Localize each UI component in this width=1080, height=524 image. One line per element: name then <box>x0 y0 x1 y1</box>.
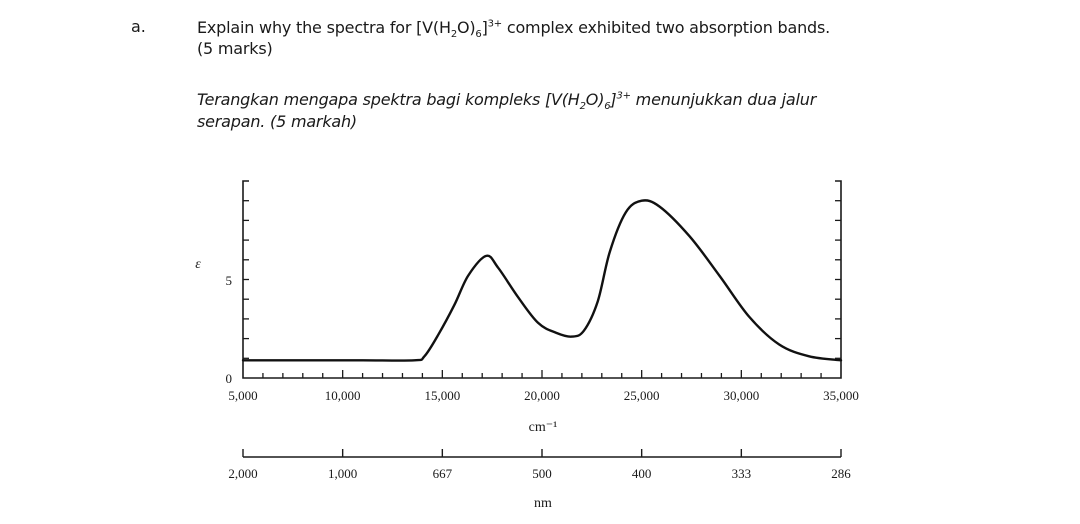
subscript: 6 <box>604 101 611 113</box>
spectrum-curve <box>241 199 843 362</box>
x-tick-label: 15,000 <box>424 388 460 403</box>
nm-tick-label: 1,000 <box>328 466 357 481</box>
subscript: 2 <box>450 29 457 41</box>
question-text-malay: Terangkan mengapa spektra bagi kompleks … <box>197 89 955 133</box>
x-tick-label: 5,000 <box>228 388 257 403</box>
nm-tick-label: 333 <box>732 466 752 481</box>
marks-malay: serapan. (5 markah) <box>197 112 357 131</box>
formula-part: O) <box>456 18 476 37</box>
y-tick-5: 5 <box>226 273 233 288</box>
formula-part: O) <box>585 90 605 109</box>
question-text-english: Explain why the spectra for [V(H2O)6]3+ … <box>197 17 955 59</box>
superscript: 3+ <box>487 18 503 30</box>
x-tick-label: 30,000 <box>723 388 759 403</box>
nm-axis-title: nm <box>534 496 552 511</box>
x-axis-tick-labels: 5,000 10,000 15,000 20,000 25,000 30,000 35,00… <box>228 388 859 403</box>
x-tick-label: 35,000 <box>823 388 859 403</box>
question-english-pre: Explain why the spectra for [V(H <box>197 18 451 37</box>
superscript: 3+ <box>616 90 631 102</box>
formula-part: ] <box>610 90 617 109</box>
formula-part: ] <box>481 18 488 37</box>
question-malay-post: menunjukkan dua jalur <box>630 90 817 109</box>
x-axis-title: cm⁻¹ <box>529 420 558 435</box>
y-axis-title: ε <box>195 257 201 272</box>
subscript: 2 <box>579 101 586 113</box>
y-axis-ticks <box>243 200 841 359</box>
x-tick-label: 10,000 <box>325 388 361 403</box>
x-tick-label: 20,000 <box>524 388 560 403</box>
nm-tick-label: 2,000 <box>228 466 257 481</box>
question-english-post: complex exhibited two absorption bands. <box>501 18 831 37</box>
nm-axis <box>242 449 842 458</box>
marks-english: (5 marks) <box>197 39 273 58</box>
chart-frame <box>242 180 842 379</box>
axes-box <box>242 180 842 379</box>
x-axis-ticks <box>262 370 822 378</box>
nm-axis-tick-labels: 2,000 1,000 667 500 400 333 286 <box>228 466 851 481</box>
x-tick-label: 25,000 <box>624 388 660 403</box>
y-tick-0: 0 <box>226 371 233 386</box>
subscript: 6 <box>475 29 482 41</box>
nm-tick-label: 667 <box>433 466 453 481</box>
nm-tick-label: 400 <box>632 466 652 481</box>
question-number: a. <box>131 17 146 36</box>
nm-tick-label: 286 <box>831 466 851 481</box>
nm-tick-label: 500 <box>532 466 552 481</box>
question-malay-pre: Terangkan mengapa spektra bagi kompleks … <box>197 90 580 109</box>
